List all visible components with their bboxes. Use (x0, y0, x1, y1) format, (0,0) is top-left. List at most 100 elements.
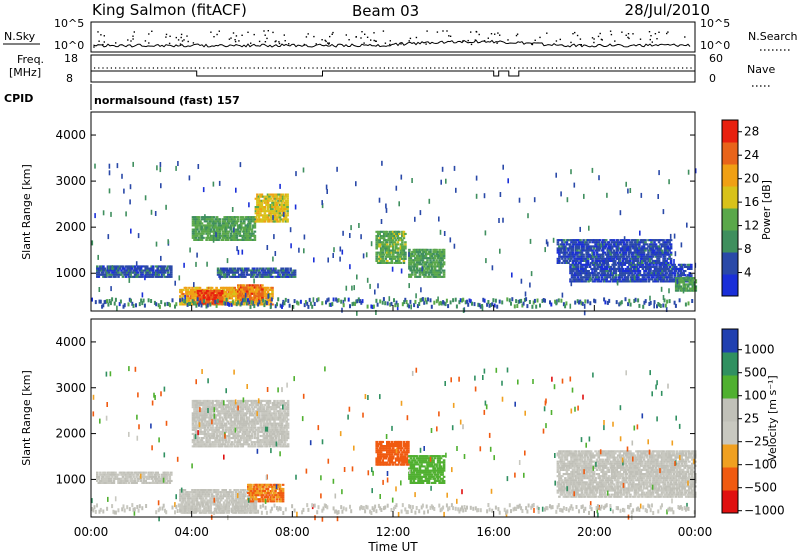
cell (608, 274, 611, 277)
cell (580, 251, 584, 254)
cell (647, 259, 650, 262)
cell (217, 302, 221, 305)
cell (204, 296, 207, 299)
cell (223, 220, 226, 223)
cell (260, 301, 264, 304)
noise-dot (103, 41, 105, 43)
cell (618, 261, 622, 264)
cell (644, 280, 648, 283)
cell (629, 259, 632, 262)
cell (199, 234, 202, 237)
cell (573, 276, 577, 279)
cell (112, 267, 116, 270)
cell (638, 278, 642, 281)
echo (594, 299, 597, 304)
cell (262, 216, 265, 219)
cell (389, 251, 392, 254)
echo (691, 299, 694, 303)
cell (262, 218, 265, 221)
cell (263, 218, 267, 221)
cell (665, 259, 668, 262)
cell (283, 218, 286, 221)
cell (103, 275, 107, 278)
cell (191, 291, 194, 294)
cell (247, 228, 251, 231)
cell (418, 250, 422, 253)
cell (606, 257, 609, 260)
cell (562, 247, 566, 250)
cell (214, 220, 217, 223)
cell (111, 473, 114, 476)
cell (671, 263, 675, 266)
cell (594, 257, 597, 260)
cell (292, 269, 295, 272)
cell (120, 481, 123, 484)
cell (198, 294, 201, 297)
cell (614, 241, 617, 244)
cell (390, 237, 394, 240)
cell (401, 241, 404, 244)
cell (378, 239, 381, 242)
cell (653, 272, 657, 275)
cell (669, 259, 673, 262)
echo (342, 303, 345, 308)
cell (671, 265, 675, 268)
noise-dot (180, 33, 183, 36)
cell (281, 267, 285, 270)
cell (164, 475, 167, 478)
cell (613, 265, 616, 268)
cell (165, 267, 169, 270)
cell (222, 271, 226, 274)
cell (606, 249, 609, 252)
cell (607, 259, 611, 262)
cell (286, 212, 289, 215)
echo (658, 170, 660, 176)
cell (106, 269, 110, 272)
cell (265, 216, 268, 219)
cell (679, 277, 682, 280)
cell (578, 270, 581, 273)
echo (552, 237, 555, 243)
cell (621, 253, 625, 256)
cell (659, 247, 662, 250)
cell (161, 275, 164, 278)
cell (645, 253, 649, 256)
echo (379, 299, 382, 304)
cell (133, 271, 137, 274)
cell (626, 243, 629, 246)
cell (591, 255, 594, 258)
cell (277, 210, 280, 213)
cell (235, 291, 238, 294)
echo (282, 299, 285, 304)
cell (219, 505, 223, 508)
cell (151, 481, 155, 484)
cell (668, 249, 671, 252)
cell (231, 273, 235, 276)
cell (191, 303, 194, 306)
cell (384, 249, 387, 252)
noise-dot (234, 40, 237, 43)
cell (191, 216, 195, 219)
echo (328, 302, 331, 307)
echo (253, 278, 255, 284)
cell (246, 228, 249, 231)
cell (595, 245, 599, 248)
noise-dot (263, 30, 265, 32)
echo (131, 301, 134, 306)
cell (100, 269, 104, 272)
cell (396, 232, 400, 235)
cell (268, 212, 271, 215)
cell (213, 491, 217, 494)
cell (588, 274, 592, 277)
cell (210, 501, 214, 504)
echo (206, 261, 208, 267)
cell (99, 479, 102, 482)
cell (226, 232, 229, 235)
cell (114, 477, 117, 480)
cell (433, 271, 437, 274)
echo (224, 273, 227, 279)
cell (390, 257, 394, 260)
cell (200, 234, 204, 237)
cell (386, 253, 389, 256)
cell (379, 237, 383, 240)
